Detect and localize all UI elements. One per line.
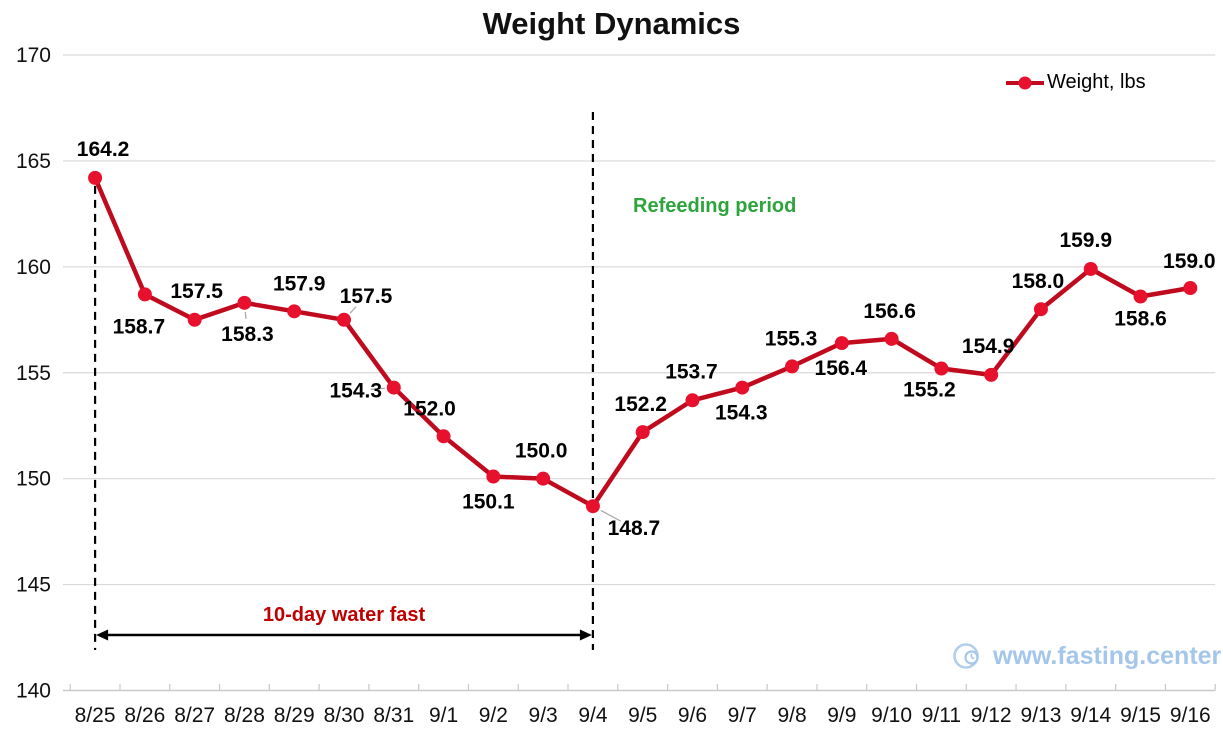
svg-text:155.2: 155.2 [903, 379, 956, 402]
svg-text:158.3: 158.3 [221, 323, 274, 346]
svg-text:170: 170 [16, 44, 51, 67]
svg-text:158.0: 158.0 [1012, 270, 1065, 293]
fasting-center-logo-icon [953, 643, 979, 669]
label-leader-lines [244, 306, 621, 522]
svg-text:9/10: 9/10 [871, 704, 912, 727]
svg-text:155.3: 155.3 [765, 327, 818, 350]
svg-text:152.0: 152.0 [403, 397, 456, 420]
svg-text:150: 150 [16, 468, 51, 491]
svg-text:9/14: 9/14 [1070, 704, 1111, 727]
svg-text:148.7: 148.7 [608, 517, 661, 540]
svg-text:8/28: 8/28 [224, 704, 265, 727]
svg-text:9/9: 9/9 [827, 704, 856, 727]
svg-text:8/31: 8/31 [373, 704, 414, 727]
svg-text:8/25: 8/25 [75, 704, 116, 727]
svg-text:9/8: 9/8 [777, 704, 806, 727]
svg-text:9/5: 9/5 [628, 704, 657, 727]
svg-text:140: 140 [16, 680, 51, 703]
svg-text:157.9: 157.9 [273, 272, 326, 295]
svg-text:154.3: 154.3 [715, 402, 768, 425]
svg-text:159.0: 159.0 [1163, 250, 1216, 273]
svg-text:159.9: 159.9 [1059, 229, 1112, 252]
chart-title: Weight Dynamics [482, 6, 741, 41]
y-gridlines [63, 54, 1216, 586]
svg-text:9/3: 9/3 [529, 704, 558, 727]
x-axis-labels: 8/25 8/26 8/27 8/28 8/29 8/30 8/31 9/1 9/2 9/3 9/4… [75, 704, 1211, 727]
svg-text:9/2: 9/2 [479, 704, 508, 727]
svg-text:154.3: 154.3 [330, 380, 383, 403]
svg-text:8/30: 8/30 [324, 704, 365, 727]
legend-line-marker-icon [1006, 76, 1044, 89]
svg-text:158.6: 158.6 [1114, 307, 1167, 330]
svg-text:152.2: 152.2 [614, 393, 667, 416]
svg-text:157.5: 157.5 [340, 285, 393, 308]
svg-text:9/7: 9/7 [728, 704, 757, 727]
svg-text:157.5: 157.5 [170, 280, 223, 303]
svg-text:9/4: 9/4 [578, 704, 608, 727]
svg-text:8/26: 8/26 [124, 704, 165, 727]
svg-text:164.2: 164.2 [77, 138, 130, 161]
svg-text:9/6: 9/6 [678, 704, 707, 727]
watermark-text: www.fasting.center [993, 641, 1222, 670]
svg-text:150.1: 150.1 [462, 491, 515, 514]
fast-range-arrow [96, 629, 592, 641]
svg-text:158.7: 158.7 [113, 315, 166, 338]
data-labels: 164.2158.7157.5158.3157.9157.5154.3152.0… [77, 138, 1216, 540]
svg-text:155: 155 [16, 362, 51, 385]
y-axis-labels: 170 165 160 155 150 145 140 [16, 44, 51, 703]
svg-text:156.4: 156.4 [815, 357, 868, 380]
svg-text:150.0: 150.0 [515, 440, 568, 463]
legend-label: Weight, lbs [1047, 71, 1146, 93]
legend: Weight, lbs [1004, 71, 1146, 94]
svg-text:9/16: 9/16 [1170, 704, 1211, 727]
svg-text:9/13: 9/13 [1021, 704, 1062, 727]
refeeding-period-annotation: Refeeding period [633, 195, 797, 217]
data-point-markers [88, 170, 1198, 514]
svg-text:154.9: 154.9 [962, 335, 1015, 358]
svg-text:145: 145 [16, 574, 51, 597]
svg-text:9/15: 9/15 [1120, 704, 1161, 727]
svg-text:8/29: 8/29 [274, 704, 315, 727]
svg-text:160: 160 [16, 256, 51, 279]
svg-text:153.7: 153.7 [665, 360, 718, 383]
water-fast-annotation: 10-day water fast [262, 604, 426, 626]
svg-text:165: 165 [16, 150, 51, 173]
svg-text:9/11: 9/11 [922, 704, 961, 727]
svg-text:8/27: 8/27 [174, 704, 215, 727]
x-axis [63, 684, 1216, 692]
svg-text:9/12: 9/12 [971, 704, 1012, 727]
watermark: www.fasting.center [952, 640, 1221, 672]
svg-text:156.6: 156.6 [863, 300, 916, 323]
svg-text:9/1: 9/1 [429, 704, 458, 727]
